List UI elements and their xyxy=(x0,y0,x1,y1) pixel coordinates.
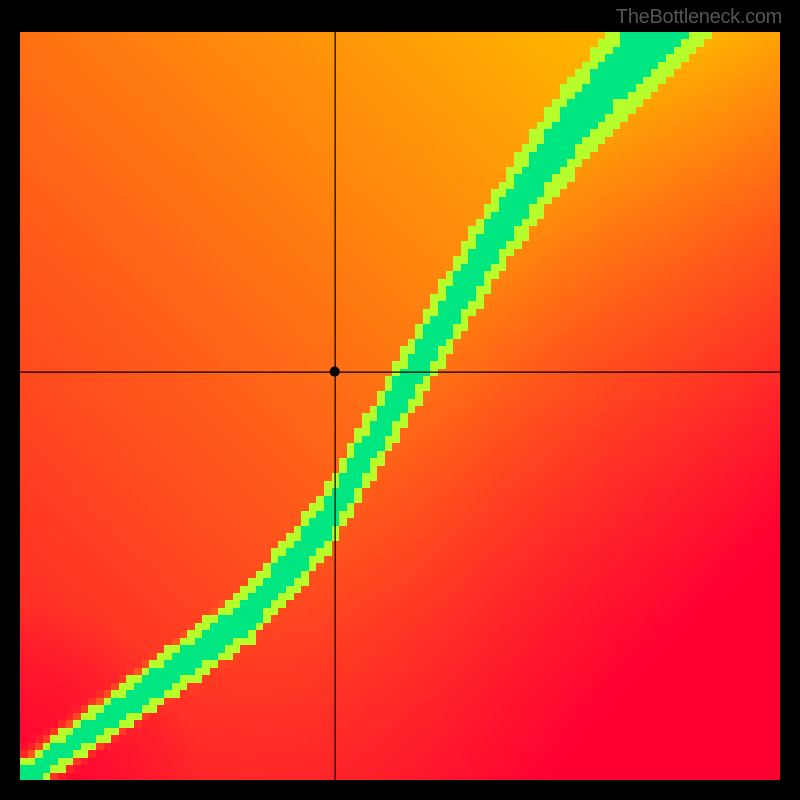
heatmap-canvas xyxy=(20,32,780,780)
chart-container: TheBottleneck.com xyxy=(0,0,800,800)
watermark-text: TheBottleneck.com xyxy=(616,6,782,29)
heatmap-plot xyxy=(20,32,780,780)
